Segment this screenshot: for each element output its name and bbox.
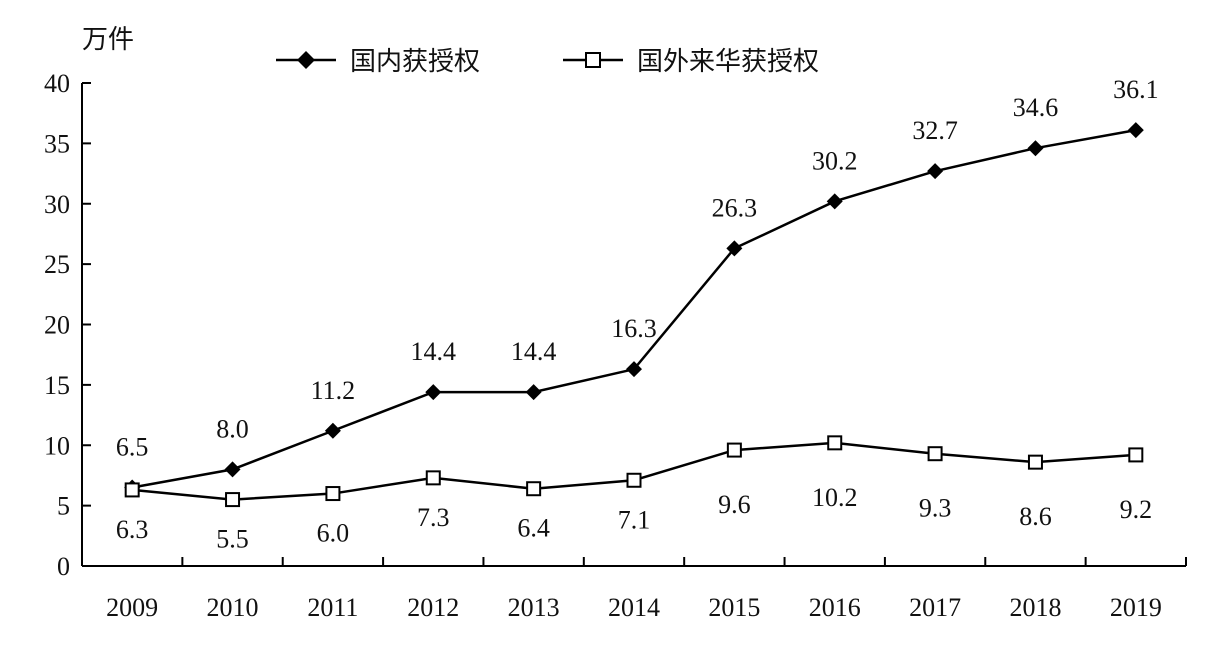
data-label-foreign: 7.1 [618,505,651,534]
data-label-domestic: 6.5 [116,433,149,462]
series-line-domestic [131,128,1137,489]
legend-marker-domestic [297,51,315,69]
data-label-foreign: 8.6 [1019,502,1052,531]
marker-domestic [726,240,743,257]
data-label-foreign: 6.4 [517,514,550,543]
marker-foreign [827,435,843,451]
marker-foreign [1128,447,1144,463]
x-tick-label: 2017 [909,593,961,622]
marker-foreign [1027,454,1043,470]
x-tick-label: 2019 [1110,593,1162,622]
data-label-foreign: 10.2 [812,483,858,512]
data-label-domestic: 30.2 [812,146,858,175]
data-label-domestic: 26.3 [712,193,758,222]
data-label-foreign: 9.2 [1120,495,1153,524]
y-unit-label: 万件 [82,25,134,55]
y-tick-label: 15 [44,371,70,400]
data-label-domestic: 14.4 [411,337,457,366]
marker-foreign [526,481,542,497]
legend-label-domestic: 国内获授权 [350,47,480,77]
x-tick-label: 2018 [1009,593,1061,622]
data-label-domestic: 16.3 [611,314,657,343]
marker-foreign [124,482,140,498]
y-ticks: 0 5 10 15 20 25 30 35 40 [44,69,91,581]
marker-domestic [626,361,642,378]
x-tick-label: 2013 [508,593,560,622]
x-tick-label: 2016 [809,593,861,622]
y-tick-label: 35 [44,129,70,158]
marker-domestic [224,461,241,478]
y-tick-label: 10 [44,431,70,460]
data-label-foreign: 7.3 [417,503,450,532]
y-tick-label: 20 [44,311,70,340]
marker-foreign [626,472,642,488]
data-label-domestic: 14.4 [511,337,557,366]
x-tick-label: 2012 [407,593,459,622]
x-tick-label: 2009 [106,593,158,622]
x-ticks: 2009 2010 2011 2012 2013 2014 2015 2016 2017 2018… [106,557,1187,622]
y-tick-label: 25 [44,250,70,279]
data-label-domestic: 32.7 [912,116,958,145]
x-tick-label: 2011 [307,593,358,622]
data-label-domestic: 11.2 [311,376,356,405]
data-label-foreign: 6.3 [116,515,149,544]
y-tick-label: 5 [57,492,70,521]
legend: 国内获授权 国外来华获授权 [276,47,819,77]
marker-domestic [525,384,542,401]
data-label-domestic: 8.0 [216,414,249,443]
marker-domestic [1127,122,1144,139]
data-label-foreign: 9.6 [718,490,751,519]
y-tick-label: 0 [57,552,70,581]
marker-foreign [325,486,341,502]
marker-domestic [927,163,944,180]
marker-domestic [826,193,843,210]
x-tick-label: 2010 [207,593,259,622]
y-tick-label: 40 [44,69,70,98]
x-tick-label: 2014 [608,593,660,622]
y-tick-label: 30 [44,190,70,219]
legend-marker-foreign [585,52,601,68]
x-tick-label: 2015 [708,593,760,622]
marker-domestic [425,384,442,401]
legend-label-foreign: 国外来华获授权 [637,47,819,77]
data-label-domestic: 36.1 [1113,75,1159,104]
series-layer: 6.5 8.0 11.2 14.4 14.4 16.3 26.3 30.2 32.7 34.6 36… [116,75,1159,553]
marker-foreign [425,470,441,486]
data-label-domestic: 34.6 [1013,93,1059,122]
marker-foreign [927,446,943,462]
marker-foreign [726,442,742,458]
data-label-foreign: 6.0 [317,519,350,548]
marker-foreign [225,492,241,508]
marker-domestic [1027,140,1044,157]
marker-domestic [324,422,341,439]
data-label-foreign: 5.5 [216,525,249,554]
data-label-foreign: 9.3 [919,494,952,523]
